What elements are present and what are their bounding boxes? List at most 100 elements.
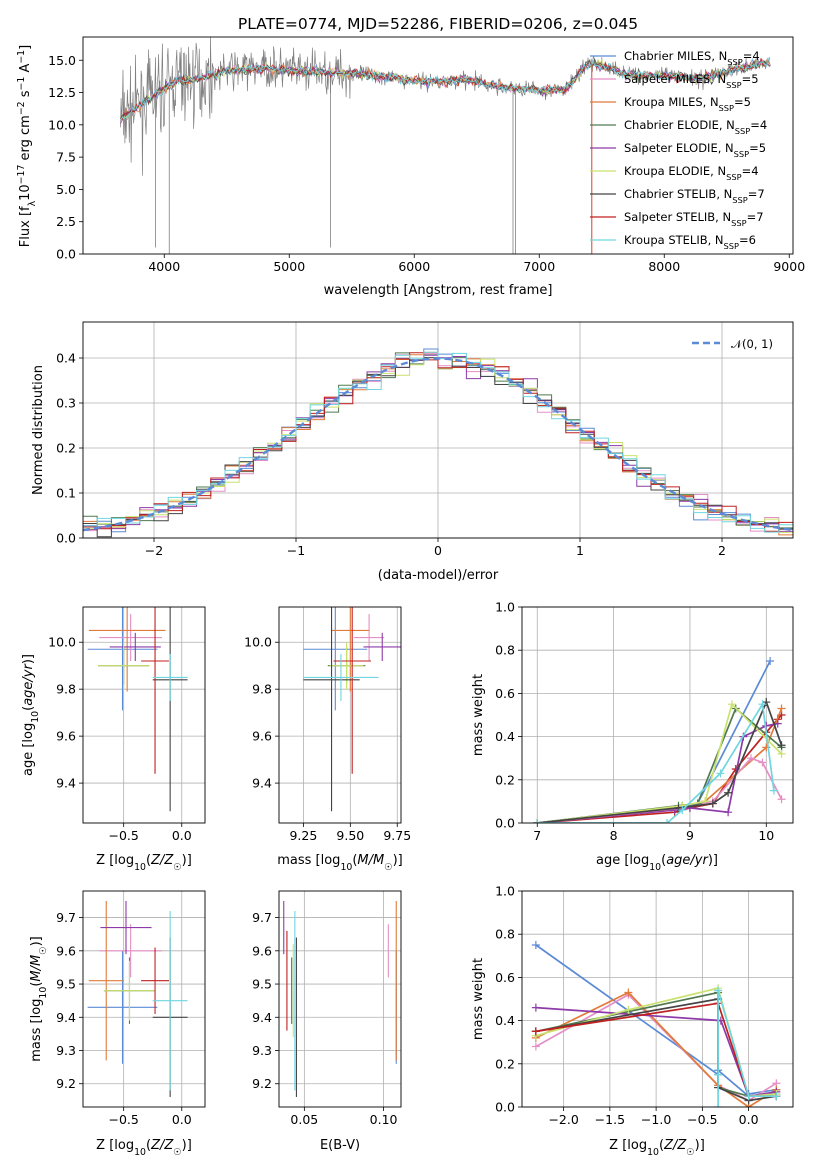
label-part: 10 [134, 862, 146, 873]
label-part: SSP [727, 57, 742, 67]
label-part: SSP [731, 218, 746, 228]
label-part: M/M [29, 955, 44, 982]
weight-marker [533, 819, 542, 823]
model-fit-line [120, 57, 771, 119]
x-tick-label: −1.0 [641, 1112, 671, 1127]
ylabel-mass-weight: mass weight [471, 958, 486, 1040]
label-part: age [log [21, 723, 36, 776]
y-tick-label: 10.0 [48, 117, 76, 132]
normal-curve [83, 357, 793, 532]
label-part: ☉ [384, 862, 392, 873]
legend-label: Chabrier STELIB, NSSP=7 [624, 187, 765, 205]
age_vs_mass-points [303, 607, 401, 812]
label-part: SSP [734, 149, 749, 159]
label-part: 10 [134, 1147, 146, 1158]
y-tick-label: 9.5 [56, 977, 76, 992]
label-part: Z [log [96, 1138, 134, 1153]
label-part: ☉ [38, 946, 49, 954]
weight-marker [663, 819, 672, 823]
weight-marker [777, 741, 786, 750]
label-part: SSP [732, 195, 747, 205]
x-tick-label: 8 [610, 828, 618, 843]
xlabel-metallicity: Z [log10(Z/Z☉)] [96, 1138, 192, 1158]
label-part: )] [182, 853, 192, 868]
y-tick-label: 1.0 [495, 884, 515, 899]
label-part: =5 [742, 72, 759, 86]
label-part: s [18, 90, 33, 101]
x-tick-label: 5000 [273, 259, 305, 274]
label-part: Z/Z [663, 1138, 687, 1153]
mass_vs_Z-points [87, 900, 188, 1098]
weight-marker [773, 719, 782, 728]
weight_vs_age-frame [521, 606, 794, 824]
legend-label: Kroupa MILES, NSSP=5 [624, 95, 751, 113]
x-tick-label: 1 [576, 543, 584, 558]
weight-marker [624, 1005, 633, 1014]
model-fit-line [120, 58, 770, 120]
legend-label: Chabrier MILES, NSSP=4 [624, 49, 760, 67]
y-tick-label: 1.0 [495, 600, 515, 615]
y-tick-label: 0.2 [56, 441, 76, 456]
weight-marker [724, 808, 733, 817]
label-part: 10 [649, 862, 661, 873]
histogram-series [83, 351, 793, 538]
weight_vs_Z-frame [521, 890, 794, 1108]
y-tick-label: 9.3 [56, 1043, 76, 1058]
y-tick-label: 0.4 [495, 729, 515, 744]
spectrum-frame [82, 36, 794, 255]
x-tick-label: 0.0 [172, 828, 192, 843]
mass_vs_EBV-points [283, 900, 397, 1098]
x-tick-label: 0.0 [739, 1112, 759, 1127]
y-tick-label: 9.7 [56, 910, 76, 925]
y-tick-label: 0.8 [495, 927, 515, 942]
weight-marker [714, 1103, 723, 1107]
y-tick-label: 12.5 [48, 85, 76, 100]
weight-marker [772, 1092, 781, 1101]
label-part: Z/Z [150, 1138, 174, 1153]
y-tick-label: 10.0 [48, 635, 76, 650]
x-tick-label: 6000 [398, 259, 430, 274]
label-part: Flux [f [18, 206, 33, 247]
y-tick-label: 0.3 [56, 396, 76, 411]
x-tick-label: 4000 [148, 259, 180, 274]
weight-marker [777, 749, 786, 758]
label-part: 10 [38, 987, 49, 999]
histogram-frame [82, 321, 794, 539]
weight-marker [769, 786, 778, 795]
y-tick-label: 9.7 [252, 910, 272, 925]
label-part: Kroupa STELIB, N [624, 233, 724, 247]
y-tick-label: 9.4 [56, 776, 76, 791]
age_vs_mass-frame [278, 606, 402, 824]
y-tick-label: 0.0 [56, 247, 76, 262]
weight-marker [708, 799, 717, 808]
weight-line [537, 660, 771, 823]
weight-marker [744, 1092, 753, 1101]
y-tick-label: 0.4 [56, 351, 76, 366]
mass_vs_EBV-axes: 0.05 0.10 9.2 9.3 9.4 9.5 9.6 9.7 [252, 891, 401, 1127]
y-tick-label: 0.2 [495, 772, 515, 787]
y-tick-label: 0.6 [495, 686, 515, 701]
xlabel-ebv: E(B-V) [320, 1138, 360, 1153]
x-tick-label: 9.25 [289, 828, 317, 843]
x-tick-label: 9.50 [336, 828, 364, 843]
label-part: Z [log [96, 853, 134, 868]
label-part: −17 [16, 165, 27, 185]
weight-marker [531, 1003, 540, 1012]
label-part: ☉ [686, 1147, 694, 1158]
label-part: erg cm [18, 115, 33, 164]
spectrum-title: PLATE=0774, MJD=52286, FIBERID=0206, z=0… [238, 15, 638, 33]
label-part: 10 [18, 184, 33, 201]
weight-line [537, 714, 783, 823]
label-part: =4 [750, 118, 767, 132]
label-part: )] [695, 1138, 705, 1153]
x-tick-label: 0 [434, 543, 442, 558]
label-part: )] [708, 853, 718, 868]
label-part: Salpeter MILES, N [624, 72, 726, 86]
label-part: )] [29, 936, 44, 946]
legend-label: Kroupa STELIB, NSSP=6 [624, 233, 756, 251]
y-tick-label: 0.0 [495, 816, 515, 831]
x-tick-label: 9.75 [383, 828, 411, 843]
x-tick-label: 9 [686, 828, 694, 843]
label-part: )] [21, 654, 36, 664]
